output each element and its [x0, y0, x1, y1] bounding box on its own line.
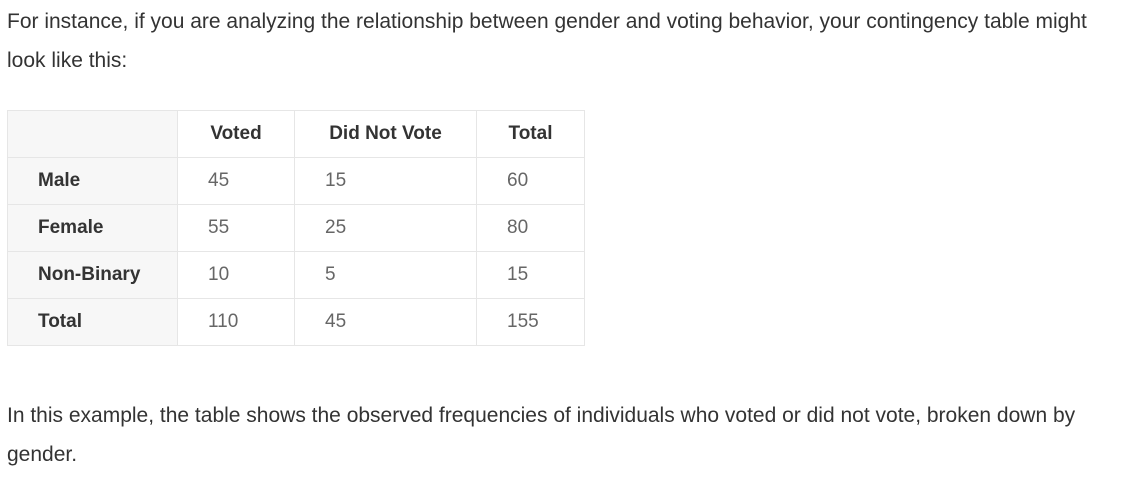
table-cell: 45 [177, 157, 295, 205]
table-cell: 10 [177, 251, 295, 299]
table-row: Female 55 25 80 [7, 204, 585, 252]
table-cell: 5 [294, 251, 477, 299]
column-header-total: Total [476, 110, 585, 158]
table-row: Male 45 15 60 [7, 157, 585, 205]
intro-paragraph: For instance, if you are analyzing the r… [7, 10, 1087, 72]
table-cell: 25 [294, 204, 477, 252]
table-row: Non-Binary 10 5 15 [7, 251, 585, 299]
column-header-voted: Voted [177, 110, 295, 158]
row-header-non-binary: Non-Binary [7, 251, 178, 299]
row-header-male: Male [7, 157, 178, 205]
table-cell: 45 [294, 298, 477, 346]
table-cell: 80 [476, 204, 585, 252]
row-header-total: Total [7, 298, 178, 346]
row-header-female: Female [7, 204, 178, 252]
contingency-table: Voted Did Not Vote Total Male 45 15 60 F… [7, 110, 585, 346]
outro-paragraph: In this example, the table shows the obs… [7, 404, 1076, 466]
table-cell: 15 [294, 157, 477, 205]
table-cell: 15 [476, 251, 585, 299]
table-cell: 155 [476, 298, 585, 346]
table-header-row: Voted Did Not Vote Total [7, 110, 585, 158]
table-cell: 110 [177, 298, 295, 346]
table-cell: 55 [177, 204, 295, 252]
table-corner-cell [7, 110, 178, 158]
column-header-did-not-vote: Did Not Vote [294, 110, 477, 158]
table-row: Total 110 45 155 [7, 298, 585, 346]
table-cell: 60 [476, 157, 585, 205]
